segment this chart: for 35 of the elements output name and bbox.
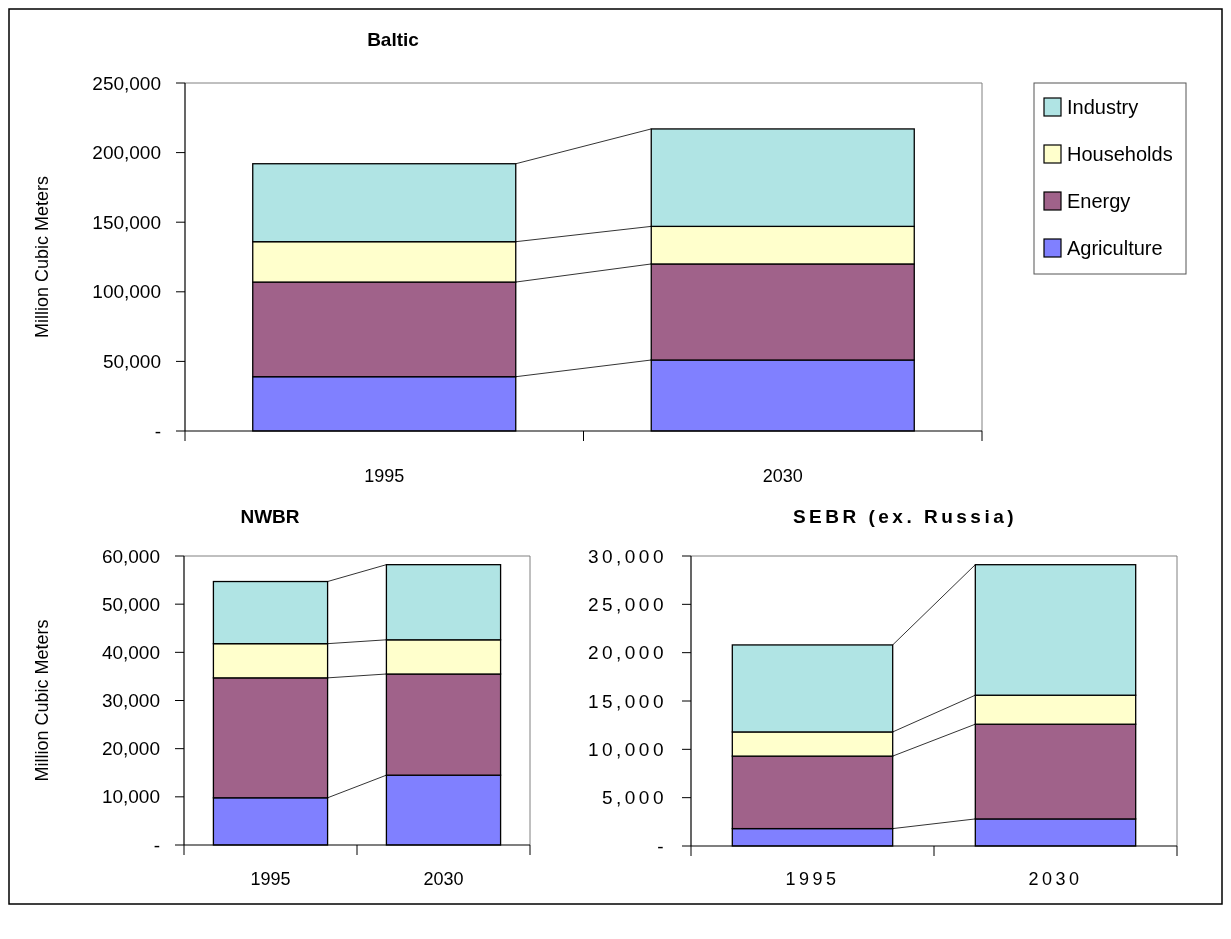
chart-title: SEBR (ex. Russia) [792, 506, 1018, 527]
x-tick-label: 2030 [762, 466, 803, 486]
x-tick-label: 2030 [423, 869, 464, 889]
y-tick-label: - [657, 835, 667, 857]
y-tick-label: 250,000 [92, 72, 161, 94]
y-tick-label: 150,000 [92, 211, 161, 233]
legend-label: Households [1067, 143, 1173, 165]
x-tick-label: 1995 [364, 466, 405, 486]
y-tick-label: 200,000 [92, 142, 161, 164]
x-tick-label: 2030 [1028, 869, 1083, 889]
y-tick-label: 50,000 [102, 351, 161, 373]
y-tick-label: 15,000 [587, 690, 667, 712]
legend-label: Agriculture [1067, 237, 1163, 259]
y-tick-label: 30,000 [101, 690, 160, 712]
y-tick-label: 25,000 [587, 593, 667, 615]
y-axis-title: Million Cubic Meters [32, 619, 52, 782]
y-tick-label: 100,000 [92, 281, 161, 303]
x-tick-label: 1995 [785, 869, 840, 889]
y-tick-label: 40,000 [101, 641, 160, 663]
y-tick-label: 50,000 [101, 593, 160, 615]
chart-title: Baltic [367, 29, 420, 50]
legend-label: Energy [1067, 190, 1131, 212]
y-tick-label: 10,000 [587, 738, 667, 760]
y-tick-label: 20,000 [587, 642, 667, 664]
y-tick-label: 10,000 [101, 786, 160, 808]
y-axis-title: Million Cubic Meters [32, 175, 52, 339]
y-tick-label: 30,000 [587, 545, 667, 567]
x-tick-label: 1995 [250, 869, 291, 889]
y-tick-label: - [153, 834, 160, 856]
chart-title: NWBR [240, 506, 300, 527]
y-tick-label: - [154, 420, 161, 442]
y-tick-label: 20,000 [101, 738, 160, 760]
y-tick-label: 5,000 [601, 787, 667, 809]
y-tick-label: 60,000 [101, 545, 160, 567]
legend-label: Industry [1067, 96, 1139, 118]
